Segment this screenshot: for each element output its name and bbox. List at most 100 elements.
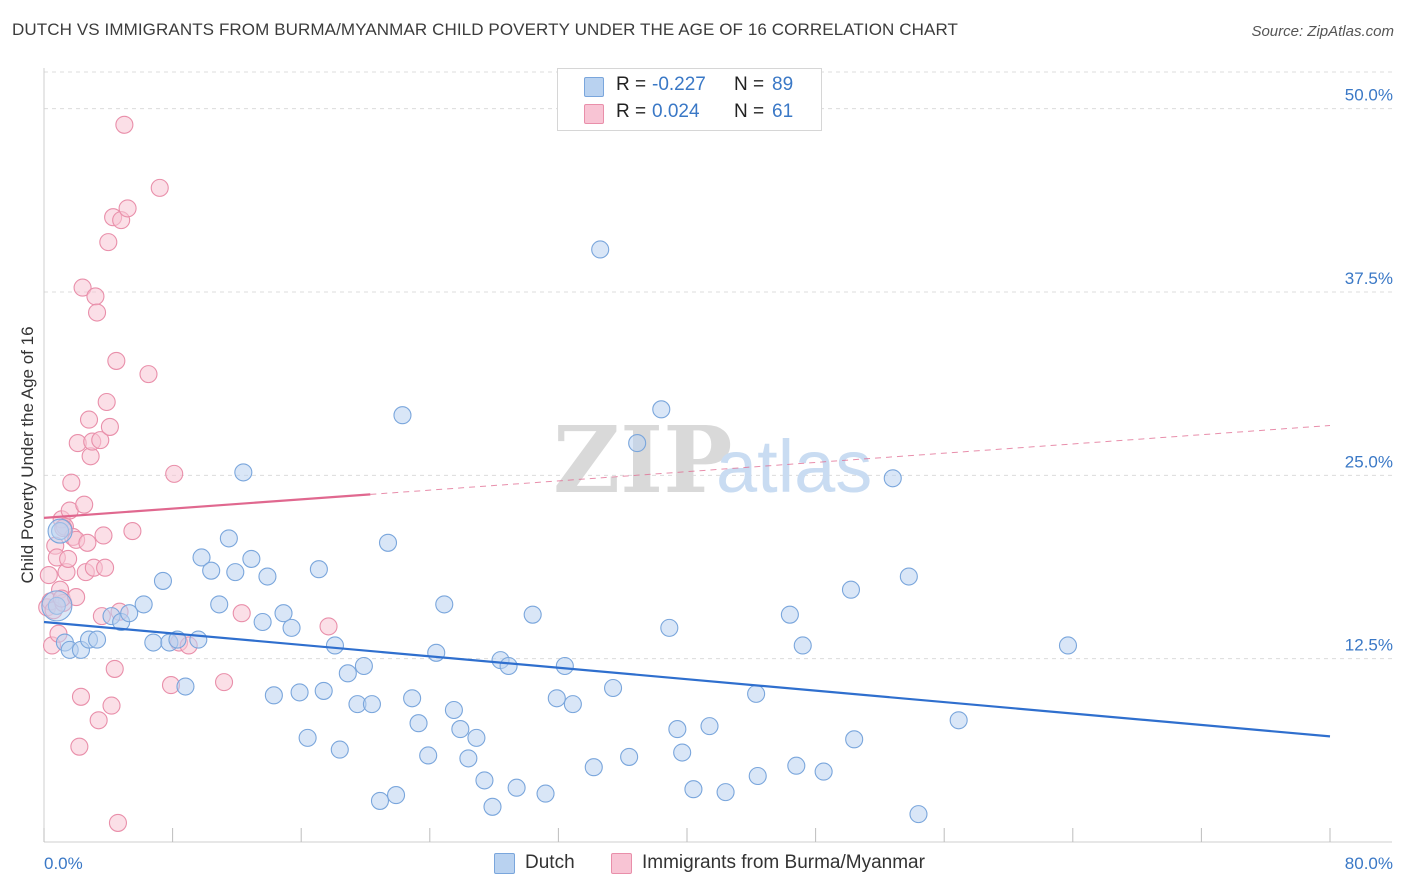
dutch-point [547,689,566,708]
burma-point [165,464,184,483]
grid-lines [44,71,1392,660]
burma-point [39,566,58,585]
dutch-point [435,595,454,614]
dutch-point [584,758,603,777]
dutch-point [1058,636,1078,655]
dutch-point [523,605,542,624]
r-label: R = [616,74,647,95]
burma-point [59,549,78,568]
dutch-point [134,595,153,614]
dutch-point [499,656,518,676]
dutch-point [338,664,357,683]
dutch-point [192,548,211,567]
dutch-point [309,560,328,579]
dutch-point [219,529,238,548]
dutch-point [507,778,526,797]
dutch-point [234,463,253,482]
dutch-point [282,618,301,637]
burma-point [70,737,89,756]
dutch-point [483,797,502,816]
burma-point [118,199,137,218]
dutch-point [899,567,918,586]
dutch-point [120,604,139,623]
series-legend: Dutch Immigrants from Burma/Myanmar [0,852,1406,878]
burma-point [319,617,338,636]
burma-swatch [584,104,604,124]
dutch-point [536,784,555,803]
burma-point [71,687,91,706]
burma-point [79,410,99,429]
burma-point [87,303,107,322]
dutch-point [314,681,333,700]
dutch-point [673,743,692,762]
burma-series [38,115,338,832]
dutch-point [378,533,398,552]
dutch-point [370,791,390,810]
dutch-point [419,746,438,765]
dutch-point [226,563,245,582]
burma-point [78,533,97,552]
dutch-point [814,762,833,781]
dutch-point [362,695,381,714]
chart-title: DUTCH VS IMMIGRANTS FROM BURMA/MYANMAR C… [12,20,958,39]
burma-point [89,711,108,730]
legend-row-burma: R = 0.024 N = 61 [558,101,821,129]
dutch-point [841,580,861,599]
dutch-legend-label: Dutch [525,852,575,873]
dutch-legend-swatch [494,853,515,874]
burma-trend-line [43,493,371,519]
n-label: N = [734,74,765,95]
dutch-point [660,618,679,637]
dutch-point [290,683,309,702]
dutch-point [883,469,902,488]
y-tick-label: 50.0% [1345,86,1393,105]
dutch-point [264,686,283,705]
dutch-point [909,805,928,824]
dutch-swatch [584,77,604,97]
r-value: 0.024 [652,101,700,122]
n-label: N = [734,101,765,122]
y-tick-label: 12.5% [1345,636,1393,655]
dutch-point [274,604,293,623]
dutch-point [628,434,647,453]
dutch-point [153,571,173,590]
legend-row-dutch: R = -0.227 N = 89 [558,74,821,102]
dutch-point [467,728,486,747]
source-credit: Source: ZipAtlas.com [1251,23,1394,40]
trend-lines [43,424,1331,738]
x-tick-label: 80.0% [1345,854,1393,873]
axes [43,68,1392,843]
r-label: R = [616,101,647,122]
dutch-point-cluster [47,518,73,544]
dutch-point [210,595,229,614]
dutch-point [620,747,639,766]
burma-point [108,813,127,832]
burma-point [105,659,124,678]
dutch-point [475,771,494,790]
dutch-point [555,656,574,676]
dutch-trend-line [43,620,1331,738]
watermark-atlas: atlas [716,425,872,508]
burma-point [91,431,110,450]
dutch-point-cluster [41,590,73,622]
burma-point [86,287,105,306]
dutch-point [444,700,463,720]
burma-point [115,115,134,134]
dutch-point [451,720,470,739]
dutch-point [652,400,671,419]
dutch-point [780,605,799,624]
dutch-point [748,766,767,786]
y-tick-label: 37.5% [1345,269,1393,288]
burma-legend-swatch [611,853,632,874]
burma-point [139,365,158,384]
y-axis-label: Child Poverty Under the Age of 16 [18,326,37,583]
burma-point [62,473,81,492]
dutch-point [202,561,221,580]
dutch-point [144,633,163,652]
dutch-point [591,240,610,259]
burma-point [94,526,113,545]
x-tick-label: 0.0% [44,854,83,873]
dutch-point [330,740,349,759]
dutch-point [325,636,345,655]
